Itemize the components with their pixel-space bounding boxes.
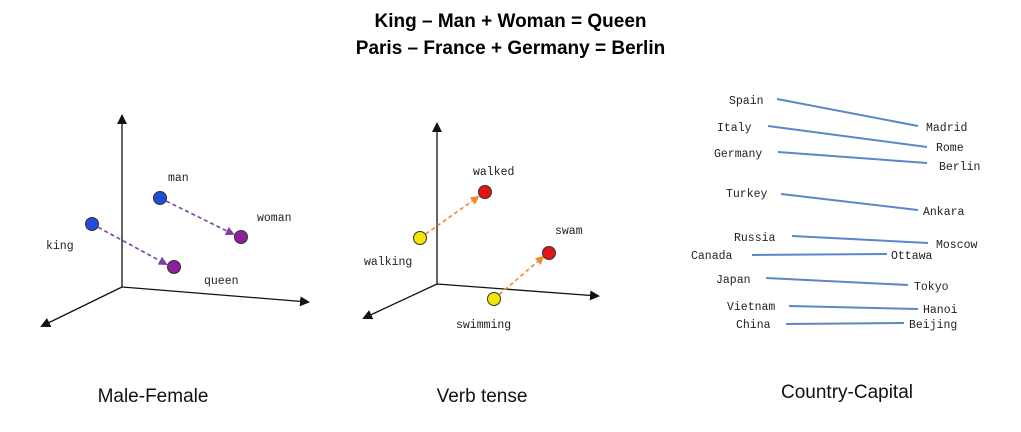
label-capital-ottawa: Ottawa [891, 250, 933, 263]
label-capital-moscow: Moscow [936, 239, 978, 252]
point-man [153, 191, 167, 205]
arrow-walking-walked [419, 195, 480, 239]
label-country-italy: Italy [717, 122, 752, 135]
line-vietnam-hanoi [788, 305, 919, 310]
line-japan-tokyo [765, 277, 909, 286]
point-swimming [487, 292, 501, 306]
title-block: King – Man + Woman = Queen Paris – Franc… [0, 8, 1021, 62]
country-capital-panel: Spain Italy Germany Turkey Russia Canada… [691, 95, 980, 332]
label-country-spain: Spain [729, 95, 764, 108]
label-queen: queen [204, 275, 239, 288]
point-walking [413, 231, 427, 245]
caption-country-capital: Country-Capital [781, 382, 913, 403]
caption-male-female: Male-Female [97, 386, 209, 407]
line-italy-rome [767, 125, 928, 148]
label-capital-berlin: Berlin [939, 161, 980, 174]
label-capital-ankara: Ankara [923, 206, 965, 219]
label-country-vietnam: Vietnam [727, 301, 775, 314]
point-walked [478, 185, 492, 199]
title-line-2: Paris – France + Germany = Berlin [355, 38, 666, 59]
point-swam [542, 246, 556, 260]
male-female-panel: man woman king queen [40, 114, 310, 327]
label-country-china: China [736, 319, 771, 332]
label-country-russia: Russia [734, 232, 776, 245]
caption-verb-tense: Verb tense [436, 386, 528, 407]
label-king: king [46, 240, 74, 253]
arrow-king-queen [91, 223, 168, 265]
line-turkey-ankara [780, 193, 919, 211]
label-country-germany: Germany [714, 148, 762, 161]
label-country-canada: Canada [691, 250, 733, 263]
label-walking: walking [364, 256, 412, 269]
label-capital-rome: Rome [936, 142, 964, 155]
point-woman [234, 230, 248, 244]
line-canada-ottawa [751, 253, 888, 256]
axes-1 [40, 114, 310, 327]
line-germany-berlin [777, 151, 928, 164]
label-country-japan: Japan [716, 274, 751, 287]
title-line-1: King – Man + Woman = Queen [374, 11, 647, 32]
label-walked: walked [473, 166, 514, 179]
label-country-turkey: Turkey [726, 188, 768, 201]
label-capital-tokyo: Tokyo [914, 281, 949, 294]
line-china-beijing [785, 322, 905, 325]
line-russia-moscow [791, 235, 929, 244]
arrow-man-woman [159, 197, 235, 235]
line-spain-madrid [776, 98, 919, 127]
label-capital-hanoi: Hanoi [923, 304, 958, 317]
axes-2 [362, 122, 600, 320]
label-swimming: swimming [456, 319, 511, 332]
label-capital-madrid: Madrid [926, 122, 967, 135]
label-capital-beijing: Beijing [909, 319, 957, 332]
point-queen [167, 260, 181, 274]
label-man: man [168, 172, 189, 185]
label-woman: woman [257, 212, 292, 225]
country-capital-lines [751, 98, 929, 325]
label-swam: swam [555, 225, 583, 238]
arrow-swimming-swam [493, 255, 545, 300]
verb-tense-panel: walked walking swam swimming [362, 122, 600, 332]
point-king [85, 217, 99, 231]
